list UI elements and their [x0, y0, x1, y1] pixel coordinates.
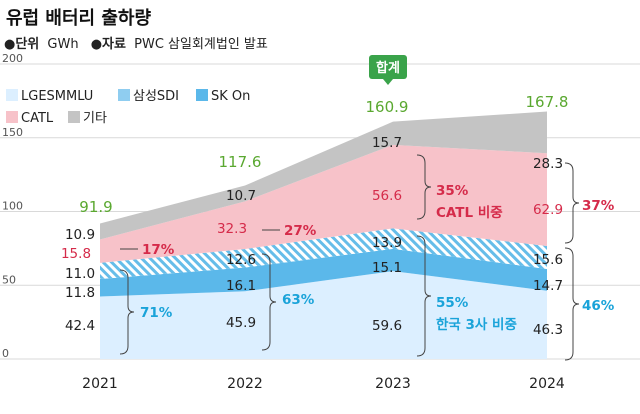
- value-label: 10.9: [65, 227, 95, 243]
- value-label: 15.7: [372, 135, 402, 151]
- catl-share-2024: 37%: [582, 198, 615, 214]
- total-badge-label: 합계: [376, 60, 400, 76]
- area-삼성sdi: [100, 228, 547, 280]
- meta-line: ●단위 GWh ●자료 PWC 삼일회계법인 발표: [4, 36, 268, 52]
- value-label: 16.1: [226, 278, 256, 294]
- y-tick-label: 150: [2, 126, 23, 139]
- legend-label: LGESMMLU: [21, 89, 93, 104]
- y-tick-label: 100: [2, 200, 23, 213]
- value-label: 32.3: [217, 221, 247, 237]
- legend-label: SK On: [211, 89, 250, 104]
- catl-brace-2024: [564, 162, 580, 244]
- unit-label: ●단위: [4, 36, 39, 52]
- korea-share-label: 한국 3사 비중: [436, 317, 517, 333]
- value-labels: 42.4 45.9 59.6 46.3 11.8 16.1 15.1 14.7 11.0 12.6…: [61, 55, 615, 361]
- x-tick-label: 2021: [82, 376, 118, 392]
- value-label: 42.4: [65, 318, 95, 334]
- value-label: 11.0: [65, 266, 95, 282]
- legend-swatch: [68, 111, 80, 123]
- legend-label: CATL: [21, 111, 54, 126]
- y-tick-label: 50: [2, 273, 16, 286]
- korea-share-2024: 46%: [582, 298, 615, 314]
- catl-share-2021: 17%: [142, 242, 175, 258]
- korea-share-2022: 63%: [282, 292, 315, 308]
- area-lgesmmlu: [100, 271, 547, 359]
- x-tick-label: 2023: [375, 376, 411, 392]
- value-label: 10.7: [226, 188, 256, 204]
- x-tick-label: 2024: [529, 376, 565, 392]
- value-label: 28.3: [533, 156, 563, 172]
- legend-swatch: [6, 89, 18, 101]
- value-label: 11.8: [65, 285, 95, 301]
- source-value: PWC 삼일회계법인 발표: [134, 37, 268, 52]
- area-catl: [100, 144, 547, 263]
- value-label: 14.7: [533, 278, 563, 294]
- value-label: 46.3: [533, 322, 563, 338]
- area-sk-on: [100, 248, 547, 297]
- total-label: 117.6: [219, 153, 262, 171]
- value-label: 15.8: [61, 246, 91, 262]
- total-label: 160.9: [366, 98, 409, 116]
- korea-brace-2021: [119, 269, 135, 355]
- unit-value: GWh: [47, 37, 78, 52]
- legend-label: 기타: [83, 111, 107, 126]
- legend-label: 삼성SDI: [133, 89, 179, 104]
- value-label: 15.1: [372, 260, 402, 276]
- value-label: 56.6: [372, 188, 402, 204]
- value-label: 62.9: [533, 202, 563, 218]
- korea-brace-2024: [564, 247, 580, 361]
- total-label: 167.8: [526, 93, 569, 111]
- area-기타: [100, 111, 547, 240]
- total-badge: [369, 55, 407, 79]
- plot-area: 0 50 100 150 200 2021 2022 2023 2024: [0, 52, 640, 392]
- chart-legend: LGESMMLU 삼성SDI SK On CATL 기타: [6, 89, 250, 126]
- source-label: ●자료: [91, 37, 126, 52]
- y-tick-label: 200: [2, 52, 23, 65]
- korea-brace-2022: [261, 253, 277, 351]
- value-label: 59.6: [372, 318, 402, 334]
- x-tick-label: 2022: [227, 376, 263, 392]
- value-label: 12.6: [226, 252, 256, 268]
- catl-share-2022: 27%: [284, 223, 317, 239]
- korea-share-2023: 55%: [436, 295, 469, 311]
- total-label: 91.9: [79, 198, 112, 216]
- legend-swatch: [6, 111, 18, 123]
- catl-brace-2023: [416, 154, 432, 220]
- value-label: 45.9: [226, 315, 256, 331]
- legend-swatch: [118, 89, 130, 101]
- catl-share-label: CATL 비중: [436, 205, 503, 221]
- value-label: 15.6: [533, 252, 563, 268]
- total-badge-pointer: [383, 79, 393, 85]
- legend-swatch: [196, 89, 208, 101]
- korea-share-2021: 71%: [140, 305, 173, 321]
- y-tick-label: 0: [2, 347, 9, 360]
- value-label: 13.9: [372, 235, 402, 251]
- korea-brace-2023: [416, 235, 432, 357]
- chart-title: 유럽 배터리 출하량: [6, 8, 151, 29]
- catl-share-2023: 35%: [436, 183, 469, 199]
